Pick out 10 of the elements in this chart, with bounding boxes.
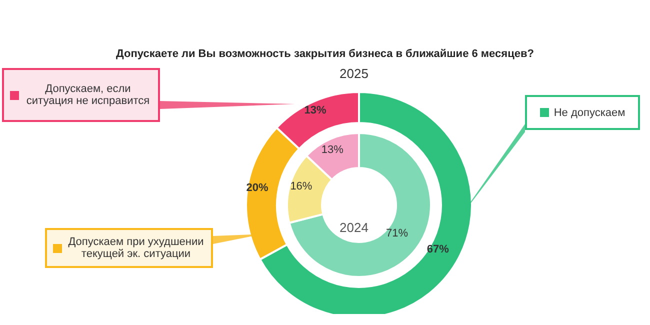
chart-title: Допускаете ли Вы возможность закрытия бизнеса в ближайшие 6 месяцев? [115,48,535,60]
slice-label: 2025 [338,66,370,81]
data-label: 16% [290,180,312,192]
slice-label: 2024 [338,220,370,235]
legend-label: Не допускаем [554,106,626,118]
data-label: 13% [321,144,344,156]
data-label: 13% [304,104,326,117]
legend-label: Допускаем, если ситуация не исправится [25,83,151,107]
legend-label: Допускаем при ухудшении текущей эк. ситуации [67,236,205,260]
data-label: 71% [386,227,408,240]
